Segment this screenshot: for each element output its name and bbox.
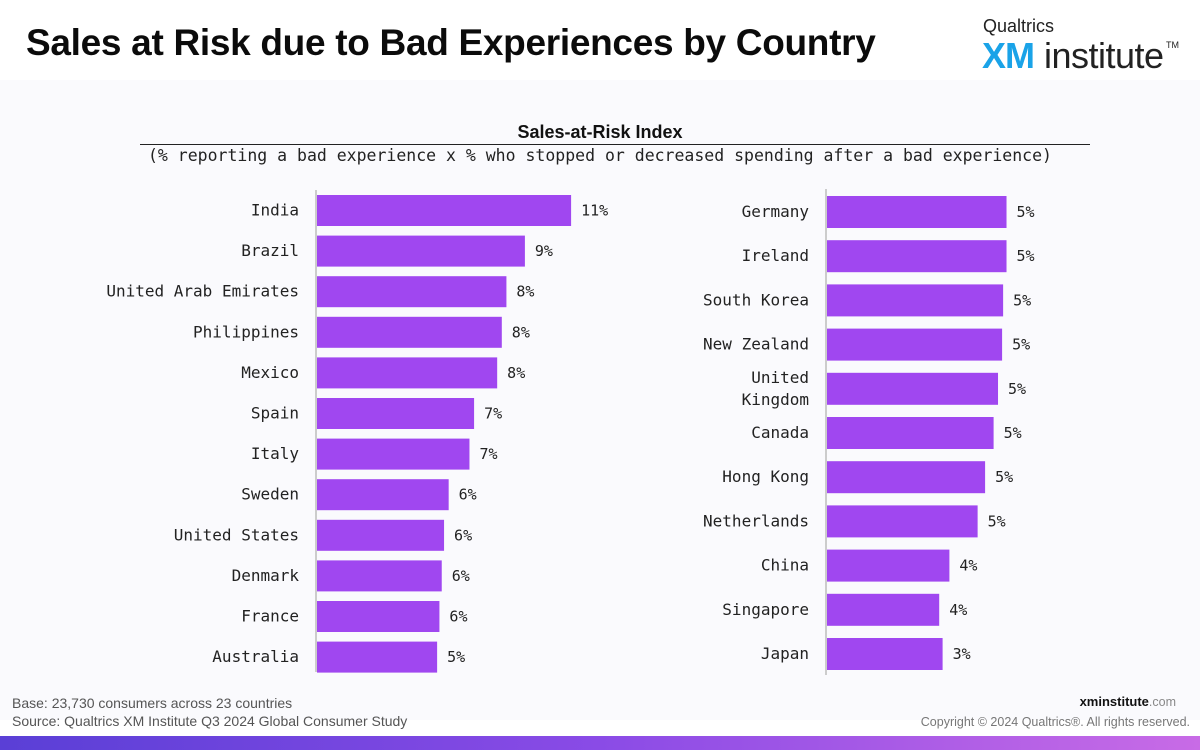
value-label: 5% — [1012, 336, 1030, 354]
bar-germany — [827, 196, 1007, 228]
category-label: Brazil — [241, 241, 299, 260]
value-label: 9% — [535, 242, 553, 260]
bar-france — [317, 601, 440, 632]
bar-mexico — [317, 357, 498, 389]
bar-singapore — [827, 593, 940, 626]
logo-tm: TM — [1166, 40, 1179, 50]
logo-xm: XM — [982, 35, 1035, 76]
bar-south-korea — [827, 284, 1004, 317]
bar-china — [827, 549, 950, 582]
bar-denmark — [317, 560, 442, 592]
content-panel — [0, 80, 1200, 720]
category-label: Canada — [751, 423, 809, 442]
value-label: 4% — [949, 601, 967, 619]
bar-italy — [317, 438, 470, 470]
category-label: United — [751, 368, 809, 387]
value-label: 6% — [452, 567, 470, 585]
category-label: Japan — [761, 644, 809, 663]
xm-institute-logo: Qualtrics XM institute TM — [980, 16, 1190, 76]
category-label: Singapore — [722, 600, 809, 619]
chart-title: Sales-at-Risk Index — [517, 122, 683, 142]
value-label: 5% — [1017, 247, 1035, 265]
footer-base: Base: 23,730 consumers across 23 countri… — [12, 695, 293, 711]
value-label: 8% — [516, 283, 534, 301]
category-label: India — [251, 201, 299, 220]
site-name: xminstitute — [1079, 694, 1149, 709]
bar-philippines — [317, 316, 502, 348]
bar-united-states — [317, 519, 445, 551]
bar-canada — [827, 417, 994, 449]
value-label: 5% — [447, 648, 465, 666]
value-label: 7% — [484, 405, 502, 423]
category-label: Sweden — [241, 485, 299, 504]
chart-subtitle-block: Sales-at-Risk Index (% reporting a bad e… — [0, 122, 1200, 165]
category-label: Ireland — [742, 246, 809, 265]
bar-hong-kong — [827, 461, 986, 494]
value-label: 5% — [988, 512, 1006, 530]
category-label: Spain — [251, 404, 299, 423]
bar-brazil — [317, 235, 525, 267]
bar-united-kingdom — [827, 372, 999, 405]
bottom-gradient-bar — [0, 736, 1200, 750]
category-label: France — [241, 607, 299, 626]
page-title: Sales at Risk due to Bad Experiences by … — [26, 22, 876, 63]
category-label: Kingdom — [742, 390, 809, 409]
value-label: 8% — [512, 323, 530, 341]
value-label: 4% — [959, 557, 977, 575]
category-label: Philippines — [193, 322, 299, 341]
title-divider — [140, 144, 1090, 145]
bar-japan — [827, 638, 943, 670]
category-label: Denmark — [232, 566, 300, 585]
logo-brand: Qualtrics — [983, 16, 1055, 36]
value-label: 6% — [459, 486, 477, 504]
value-label: 8% — [507, 364, 525, 382]
site-suffix: .com — [1148, 695, 1176, 709]
bar-india — [317, 195, 572, 226]
bar-australia — [317, 641, 438, 673]
footer-copyright: Copyright © 2024 Qualtrics®. All rights … — [920, 715, 1190, 729]
category-label: Italy — [251, 444, 300, 463]
logo-institute: institute — [1044, 35, 1164, 76]
category-label: United Arab Emirates — [106, 282, 299, 301]
bar-ireland — [827, 240, 1007, 273]
footer-source: Source: Qualtrics XM Institute Q3 2024 G… — [12, 713, 408, 729]
chart-formula: (% reporting a bad experience x % who st… — [148, 146, 1052, 165]
category-label: Australia — [212, 647, 299, 666]
category-label: United States — [174, 525, 299, 544]
category-label: Netherlands — [703, 511, 809, 530]
footer-site-link[interactable]: xminstitute.com — [1080, 694, 1176, 709]
bar-sweden — [317, 479, 449, 511]
value-label: 3% — [953, 645, 971, 663]
category-label: Hong Kong — [722, 467, 809, 486]
value-label: 5% — [995, 468, 1013, 486]
category-label: South Korea — [703, 290, 809, 309]
category-label: Germany — [742, 202, 810, 221]
value-label: 11% — [581, 202, 608, 220]
value-label: 5% — [1004, 424, 1022, 442]
bar-united-arab-emirates — [317, 276, 507, 308]
value-label: 7% — [479, 445, 497, 463]
value-label: 6% — [454, 526, 472, 544]
bar-new-zealand — [827, 328, 1003, 361]
value-label: 6% — [449, 608, 467, 626]
category-label: Mexico — [241, 363, 299, 382]
value-label: 5% — [1017, 203, 1035, 221]
bar-netherlands — [827, 505, 978, 538]
category-label: China — [761, 556, 809, 575]
bar-spain — [317, 398, 475, 429]
value-label: 5% — [1013, 291, 1031, 309]
value-label: 5% — [1008, 380, 1026, 398]
category-label: New Zealand — [703, 335, 809, 354]
